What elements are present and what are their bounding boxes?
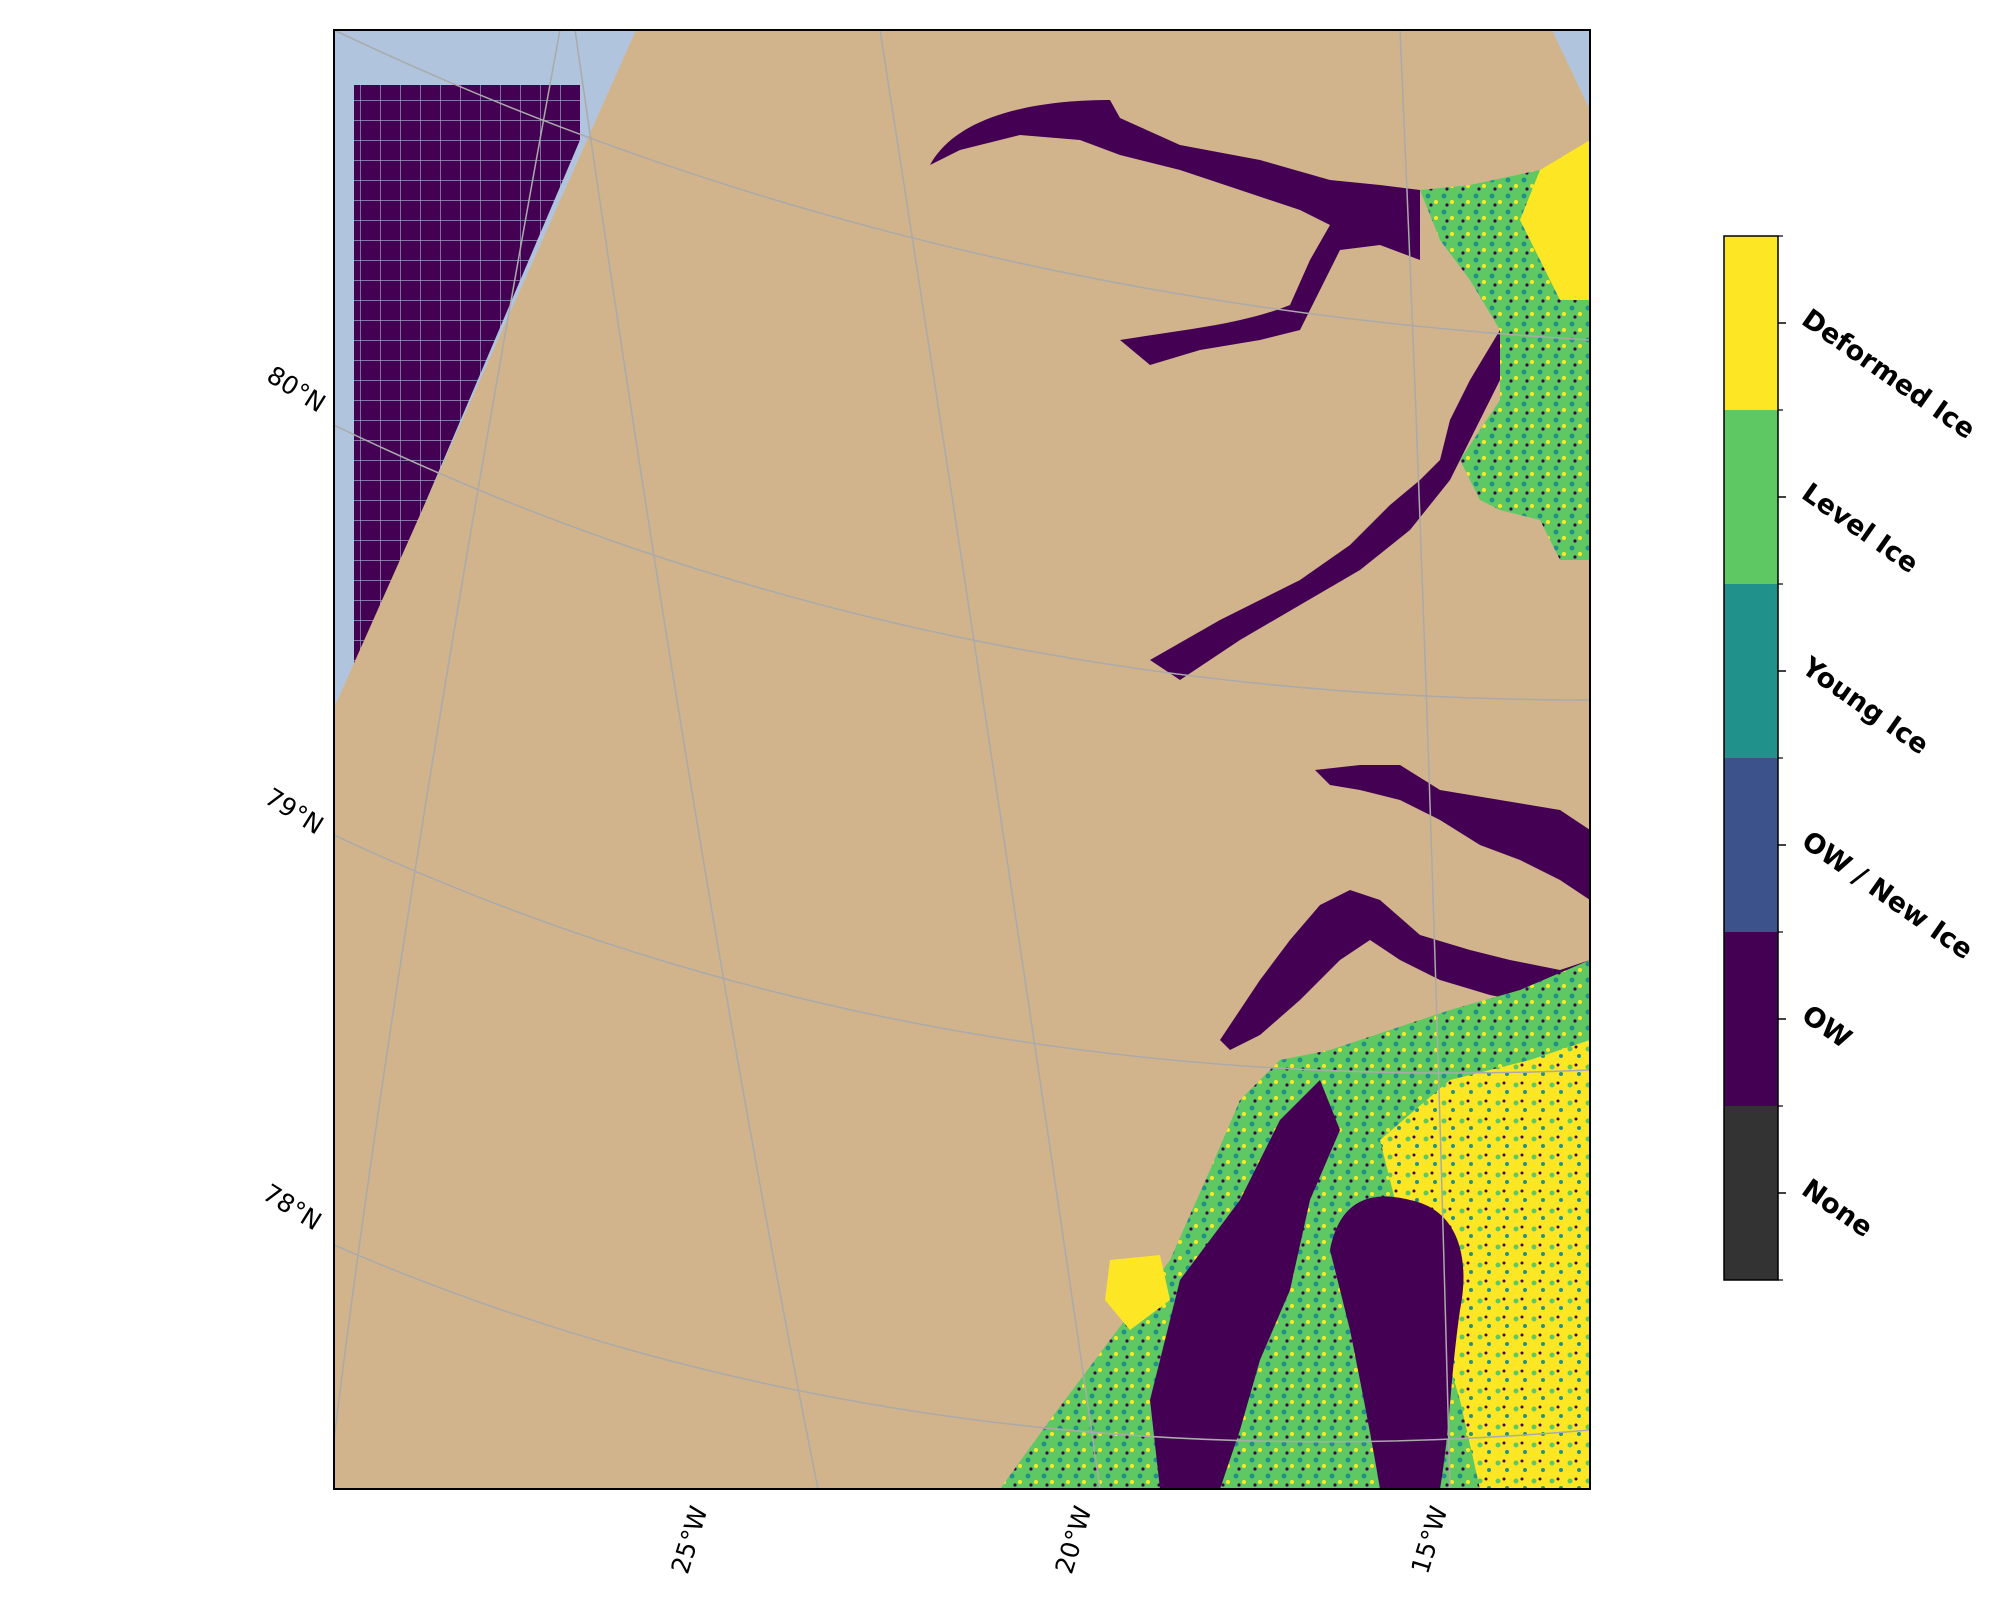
longitude-line-30w bbox=[334, 30, 561, 1441]
colorbar-label: Level Ice bbox=[1796, 477, 1924, 580]
colorbar-label: OW bbox=[1796, 999, 1857, 1055]
colorbar-swatch bbox=[1724, 584, 1778, 759]
longitude-line-25w bbox=[574, 30, 819, 1489]
latitude-line-79 bbox=[334, 834, 1590, 1074]
map-frame bbox=[333, 29, 1591, 1490]
latitude-line-78 bbox=[334, 1244, 1590, 1443]
latitude-line-80 bbox=[334, 424, 1590, 701]
longitude-label-15w: 15°W bbox=[1406, 1503, 1454, 1577]
colorbar-swatch bbox=[1724, 1106, 1778, 1281]
colorbar-swatch bbox=[1724, 410, 1778, 585]
latitude-line-81 bbox=[334, 30, 1590, 341]
longitude-line-20w bbox=[879, 30, 1101, 1489]
colorbar-swatch bbox=[1724, 236, 1778, 411]
lower-right-polynya-ow bbox=[1330, 1196, 1464, 1489]
upper-fjord-ow bbox=[930, 100, 1420, 365]
colorbar-label: Young Ice bbox=[1795, 651, 1934, 761]
latitude-label-79: 79°N bbox=[260, 782, 329, 840]
lower-fjord-ow bbox=[1315, 765, 1590, 900]
latitude-label-80: 80°N bbox=[262, 360, 331, 418]
colorbar-swatch bbox=[1724, 758, 1778, 933]
lower-coast-deformed-patch bbox=[1105, 1255, 1170, 1330]
colorbar-swatch bbox=[1724, 932, 1778, 1107]
lower-fjord-branch-ow bbox=[1220, 890, 1590, 1050]
colorbar-label: OW / New Ice bbox=[1796, 825, 1978, 966]
longitude-label-20w: 20°W bbox=[1050, 1503, 1098, 1577]
latitude-label-78: 78°N bbox=[258, 1178, 327, 1236]
upper-right-deformed-ice bbox=[1520, 140, 1590, 300]
colorbar-label: Deformed Ice bbox=[1796, 303, 1981, 445]
colorbar-frame bbox=[1723, 235, 1779, 1281]
graticule bbox=[334, 30, 1590, 1489]
mid-fjord-ow bbox=[1150, 330, 1510, 680]
colorbar-label: None bbox=[1796, 1173, 1878, 1244]
map-panel bbox=[334, 30, 1590, 1489]
lower-right-deformed-ice bbox=[1380, 1040, 1590, 1489]
colorbar-legend: Deformed Ice Level Ice Young Ice OW / New I… bbox=[1723, 235, 1981, 1281]
lower-coast-ow-patch bbox=[1150, 1080, 1340, 1489]
longitude-line-15w bbox=[1399, 30, 1451, 1489]
longitude-label-25w: 25°W bbox=[666, 1503, 714, 1577]
